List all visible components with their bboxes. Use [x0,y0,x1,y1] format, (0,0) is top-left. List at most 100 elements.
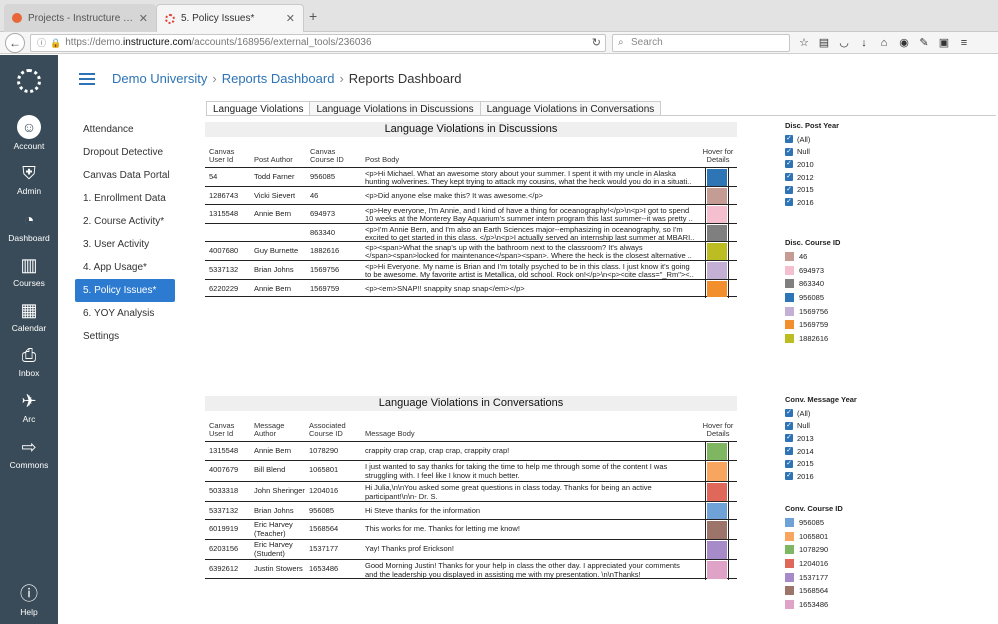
checkbox-checked-icon[interactable]: ✓ [785,135,793,144]
global-nav-calendar[interactable]: ▦ Calendar [0,299,58,333]
checkbox-checked-icon[interactable]: ✓ [785,409,793,418]
legend-label: 1568564 [799,586,829,596]
back-arrow-icon[interactable]: ← [5,33,25,53]
legend-label: 46 [799,252,808,262]
filter-checkbox[interactable]: ✓ (All) [785,133,839,146]
filter-checkbox[interactable]: ✓ (All) [785,407,857,420]
checkbox-checked-icon[interactable]: ✓ [785,198,793,207]
legend-item[interactable]: 1569756 [785,304,840,318]
canvas-logo-icon[interactable] [17,69,41,93]
extension-icon[interactable]: ✎ [919,37,929,49]
checkbox-checked-icon[interactable]: ✓ [785,173,793,182]
filter-checkbox[interactable]: ✓ 2016 [785,470,857,483]
tab-violations-in-discussions[interactable]: Language Violations in Discussions [309,101,481,116]
hover-details-swatch[interactable] [707,561,727,579]
checkbox-checked-icon[interactable]: ✓ [785,434,793,443]
nav-item-course-activity[interactable]: 2. Course Activity* [83,216,165,227]
chat-icon[interactable]: ◉ [899,37,909,49]
legend-item[interactable]: 863340 [785,277,840,291]
filter-checkbox[interactable]: ✓ Null [785,146,839,159]
legend-item[interactable]: 1204016 [785,557,843,571]
browser-tab-policy-issues[interactable]: 5. Policy Issues* ✕ [156,4,304,32]
download-icon[interactable]: ↓ [861,37,867,49]
tab-violations-in-conversations[interactable]: Language Violations in Conversations [479,101,662,116]
hover-details-swatch[interactable] [707,281,727,297]
nav-item-canvas-data-portal[interactable]: Canvas Data Portal [83,170,170,181]
filter-checkbox[interactable]: ✓ 2016 [785,196,839,209]
hover-details-swatch[interactable] [707,206,727,223]
close-tab-icon[interactable]: ✕ [138,12,148,25]
legend-item[interactable]: 1653486 [785,598,843,612]
legend-item[interactable]: 46 [785,250,840,264]
checkbox-checked-icon[interactable]: ✓ [785,472,793,481]
hover-details-swatch[interactable] [707,169,727,186]
hover-details-swatch[interactable] [707,503,727,519]
hover-details-swatch[interactable] [707,443,727,460]
global-nav-courses[interactable]: ▥ Courses [0,254,58,288]
global-nav-inbox[interactable]: ⎙ Inbox [0,344,58,378]
hover-details-swatch[interactable] [707,462,727,481]
nav-item-app-usage[interactable]: 4. App Usage* [83,262,147,273]
privacy-icon[interactable]: ▣ [938,37,950,49]
new-tab-button[interactable]: + [309,8,318,24]
pocket-icon[interactable]: ◡ [839,37,849,49]
global-nav-commons[interactable]: ⇨ Commons [0,436,58,470]
url-bar[interactable]: ⓘ 🔒 https://demo. instructure.com/account… [30,34,606,52]
tab-language-violations[interactable]: Language Violations [206,101,311,116]
hover-details-swatch[interactable] [707,225,727,241]
legend-item[interactable]: 1065801 [785,530,843,544]
legend-item[interactable]: 1568564 [785,584,843,598]
filter-checkbox[interactable]: ✓ Null [785,420,857,433]
browser-tab-projects[interactable]: Projects - Instructure Repo… ✕ [4,4,156,32]
nav-item-policy-issues[interactable]: 5. Policy Issues* [75,279,175,302]
nav-item-enrollment-data[interactable]: 1. Enrollment Data [83,193,166,204]
nav-item-yoy-analysis[interactable]: 6. YOY Analysis [83,308,155,319]
course-menu-toggle-icon[interactable] [79,73,95,85]
nav-item-dropout-detective[interactable]: Dropout Detective [83,147,164,158]
global-nav-admin[interactable]: ⛨ Admin [0,162,58,196]
menu-icon[interactable]: ≡ [960,37,968,49]
legend-item[interactable]: 1882616 [785,332,840,346]
filter-checkbox[interactable]: ✓ 2012 [785,171,839,184]
reload-icon[interactable]: ↻ [591,37,601,49]
hover-details-swatch[interactable] [707,541,727,559]
bookmark-star-icon[interactable]: ☆ [799,37,809,49]
hover-details-swatch[interactable] [707,483,727,501]
checkbox-checked-icon[interactable]: ✓ [785,421,793,430]
legend-item[interactable]: 694973 [785,264,840,278]
close-tab-icon[interactable]: ✕ [285,13,295,25]
global-nav-dashboard[interactable]: ◔ Dashboard [0,209,58,243]
legend-swatch [785,306,794,316]
legend-item[interactable]: 1569759 [785,318,840,332]
nav-item-user-activity[interactable]: 3. User Activity [83,239,150,250]
filter-checkbox[interactable]: ✓ 2015 [785,183,839,196]
checkbox-checked-icon[interactable]: ✓ [785,447,793,456]
hover-details-swatch[interactable] [707,262,727,279]
browser-search-input[interactable]: ⌕ Search [612,34,790,52]
global-nav-arc[interactable]: ✈ Arc [0,390,58,424]
filter-checkbox[interactable]: ✓ 2010 [785,158,839,171]
checkbox-checked-icon[interactable]: ✓ [785,185,793,194]
legend-item[interactable]: 956085 [785,516,843,530]
checkbox-checked-icon[interactable]: ✓ [785,147,793,156]
hover-details-swatch[interactable] [707,243,727,260]
checkbox-checked-icon[interactable]: ✓ [785,459,793,468]
filter-checkbox[interactable]: ✓ 2013 [785,432,857,445]
hover-details-swatch[interactable] [707,188,727,204]
info-icon[interactable]: ⓘ [37,38,47,48]
legend-item[interactable]: 1537177 [785,570,843,584]
nav-item-attendance[interactable]: Attendance [83,124,134,135]
breadcrumb-root[interactable]: Demo University [112,71,208,86]
checkbox-checked-icon[interactable]: ✓ [785,160,793,169]
home-icon[interactable]: ⌂ [880,37,888,49]
global-nav-help[interactable]: ⓘ Help [0,583,58,617]
global-nav-account[interactable]: ☺ Account [0,115,58,151]
breadcrumb-parent[interactable]: Reports Dashboard [221,71,335,86]
nav-item-settings[interactable]: Settings [83,331,120,342]
hover-details-swatch[interactable] [707,521,727,539]
reading-list-icon[interactable]: ▤ [818,37,830,49]
filter-checkbox[interactable]: ✓ 2014 [785,445,857,458]
legend-item[interactable]: 1078290 [785,543,843,557]
filter-checkbox[interactable]: ✓ 2015 [785,457,857,470]
legend-item[interactable]: 956085 [785,291,840,305]
